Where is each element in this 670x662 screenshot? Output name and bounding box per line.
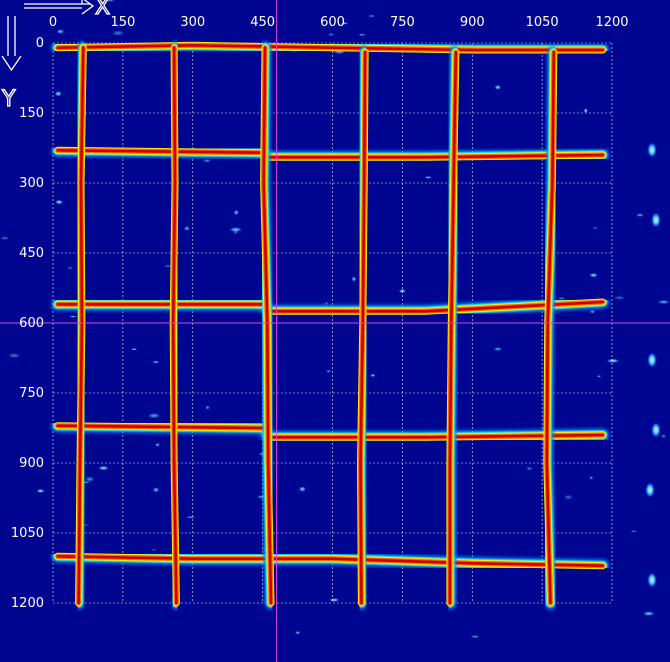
noise-speckle [54, 90, 63, 97]
noise-speckle [629, 530, 638, 533]
noise-speckle [596, 375, 602, 378]
x-axis-ticks: 0 150 300 450 600 750 900 1050 1200 [49, 15, 629, 30]
noise-speckle [642, 611, 656, 617]
noise-speckle [526, 466, 533, 471]
edge-blob [645, 482, 655, 498]
noise-speckle [67, 266, 74, 270]
y-tick-label: 150 [19, 106, 44, 121]
noise-speckle [340, 21, 349, 25]
noise-speckle [205, 405, 210, 410]
x-tick-label: 0 [49, 15, 57, 30]
noise-speckle [327, 32, 335, 37]
noise-speckle [357, 33, 367, 37]
noise-speckle [635, 213, 645, 218]
noise-speckle [147, 412, 161, 419]
noise-speckle [233, 209, 240, 216]
noise-speckle [130, 348, 138, 351]
y-tick-label: 0 [36, 36, 44, 51]
noise-speckle [69, 315, 78, 318]
y-tick-label: 450 [19, 246, 44, 261]
y-tick-label: 600 [19, 316, 44, 331]
x-tick-label: 750 [390, 15, 415, 30]
edge-blob [647, 142, 657, 158]
noise-speckle [583, 108, 588, 114]
noise-speckle [613, 295, 626, 300]
ridge-vertical [540, 45, 561, 610]
y-tick-label: 300 [19, 176, 44, 191]
x-tick-label: 900 [460, 15, 485, 30]
noise-speckle [111, 30, 125, 36]
noise-speckle [36, 488, 45, 493]
edge-blob [647, 352, 657, 368]
noise-speckle [326, 369, 332, 373]
noise-speckle [367, 14, 376, 18]
noise-speckle [0, 236, 10, 241]
noise-speckle [324, 301, 329, 306]
x-axis-indicator: X [24, 0, 111, 21]
noise-speckle [7, 352, 21, 359]
noise-speckle [424, 176, 433, 179]
noise-speckle [228, 227, 243, 233]
x-tick-label: 1200 [595, 15, 628, 30]
y-axis-indicator: Y [0, 16, 22, 113]
y-tick-label: 900 [19, 456, 44, 471]
noise-speckle [494, 84, 502, 90]
y-axis-label: Y [1, 87, 16, 112]
noise-speckle [54, 199, 64, 205]
noise-speckle [328, 598, 340, 602]
x-tick-label: 600 [320, 15, 345, 30]
noise-speckles [0, 0, 670, 639]
noise-speckle [370, 373, 376, 378]
noise-speckle [154, 442, 161, 447]
x-tick-label: 450 [250, 15, 275, 30]
noise-speckle [351, 276, 357, 282]
noise-speckle [493, 346, 503, 352]
noise-speckle [606, 358, 620, 364]
noise-speckle [183, 225, 191, 231]
edge-blob [651, 422, 661, 438]
noise-speckle [151, 548, 157, 551]
noise-speckle [657, 299, 670, 305]
edge-blob [651, 212, 661, 228]
noise-speckle [470, 634, 480, 639]
y-tick-label: 750 [19, 386, 44, 401]
noise-speckle [152, 360, 160, 364]
noise-speckle [98, 465, 109, 471]
ridge-horizontal [51, 38, 610, 57]
noise-speckle [592, 226, 599, 230]
noise-speckle [56, 29, 65, 34]
noise-speckle [589, 309, 596, 314]
noise-speckle [588, 476, 594, 480]
y-axis-ticks: 0 150 300 450 600 750 900 1050 1200 [11, 36, 44, 611]
noise-speckle [202, 158, 212, 163]
noise-speckle [298, 486, 307, 492]
x-tick-label: 150 [110, 15, 135, 30]
y-tick-label: 1200 [11, 596, 44, 611]
x-axis-label: X [95, 0, 110, 20]
x-tick-label: 1050 [526, 15, 559, 30]
ridge-vertical [166, 41, 183, 610]
edge-blob [647, 572, 657, 588]
noise-speckle [185, 516, 196, 519]
y-tick-label: 1050 [11, 526, 44, 541]
noise-speckle [660, 433, 667, 439]
noise-speckle [294, 630, 301, 635]
x-tick-label: 300 [180, 15, 205, 30]
ridge-vertical [72, 41, 90, 610]
ridge-horizontal [51, 549, 610, 573]
noise-speckle [563, 494, 574, 501]
noise-speckle [589, 272, 599, 278]
ridge-vertical [354, 45, 372, 610]
noise-speckle [84, 476, 95, 483]
ridge-vertical [257, 41, 278, 610]
ridge-vertical [443, 45, 463, 610]
noise-speckle [152, 487, 160, 493]
ridge-horizontal [51, 143, 610, 164]
noise-speckle [105, 0, 116, 2]
